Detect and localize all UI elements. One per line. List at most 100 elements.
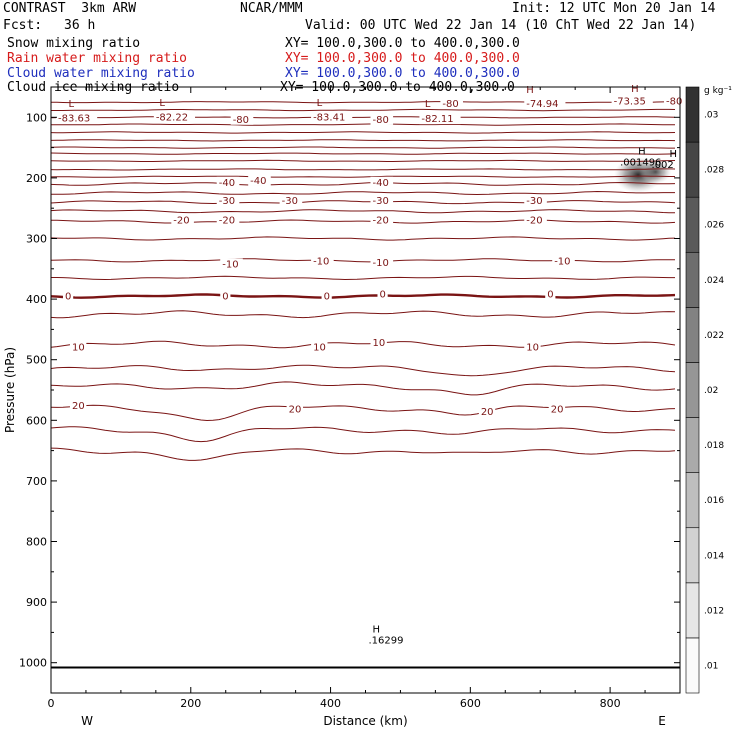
colorbar-label: .016 — [704, 496, 724, 506]
contour-label: -20 — [526, 215, 542, 226]
contour-label: -80 — [442, 99, 458, 110]
contour-label-bg — [311, 341, 328, 353]
forecast-label: Fcst: — [3, 18, 43, 33]
legend-cloud-water-xy: XY= 100.0,300.0 to 400.0,300.0 — [285, 66, 520, 81]
x-tick-label: 800 — [600, 697, 621, 710]
isotherm — [50, 139, 676, 142]
contour-label: -20 — [372, 215, 388, 226]
colorbar-label: .02 — [704, 386, 718, 396]
contour-label-bg — [370, 214, 394, 226]
isotherm — [50, 209, 676, 214]
colorbar-label: .03 — [704, 111, 718, 121]
colorbar-segment — [685, 307, 700, 363]
contour-label-bg — [524, 341, 541, 353]
contour-label-bg — [370, 256, 394, 268]
colorbar-label: .028 — [704, 166, 724, 176]
isotherm — [51, 108, 676, 112]
contour-label-bg — [216, 176, 240, 188]
contour-label-bg — [55, 112, 98, 124]
plot-area: -80 -74.94 -73.35 -80 -83.63 -82.22 -80 -83.41 -… — [3, 84, 687, 728]
high-value: .16299 — [368, 635, 403, 646]
low-marker: L — [317, 98, 323, 109]
colorbar-segment — [685, 141, 700, 198]
contour-label-bg — [311, 111, 353, 123]
contour-label: -20 — [219, 215, 235, 226]
east-label: E — [658, 714, 666, 728]
colorbar-segment — [685, 86, 700, 143]
west-label: W — [81, 714, 93, 728]
contour-label-bg — [478, 405, 496, 417]
contour-label: -73.35 — [614, 97, 646, 108]
legend-cloud-water: Cloud water mixing ratio — [7, 66, 195, 81]
isotherm — [50, 447, 676, 461]
isotherm — [50, 190, 675, 196]
contour-label: 20 — [72, 401, 85, 412]
contour-label-bg — [611, 95, 653, 107]
isotherm--80 — [51, 123, 676, 126]
colorbar-label: .012 — [704, 606, 724, 616]
isotherm — [50, 152, 676, 155]
contour-label-bg — [69, 341, 87, 353]
contour-label-bg — [279, 194, 303, 206]
cloud-ice-shading — [639, 159, 672, 184]
y-tick-label: 400 — [26, 293, 47, 306]
y-axis-title: Pressure (hPa) — [3, 347, 17, 433]
x-axis-title: Distance (km) — [323, 714, 407, 728]
valid-time: Valid: 00 UTC Wed 22 Jan 14 (10 ChT Wed … — [305, 18, 697, 33]
contour-label: 0 — [324, 292, 330, 303]
contour-label-bg — [664, 95, 687, 107]
colorbar-label: .024 — [704, 276, 724, 286]
isotherm — [50, 381, 676, 396]
plot-frame — [50, 86, 681, 694]
contour-label: 20 — [481, 407, 494, 418]
contour-label: -80 — [372, 115, 388, 126]
isotherm — [51, 275, 675, 281]
contour-label-bg — [440, 97, 463, 109]
colorbar-unit: g kg⁻¹ — [704, 86, 732, 96]
contour-label: 0 — [547, 289, 553, 300]
contour-label-bg — [545, 288, 556, 300]
high-marker: H — [670, 149, 678, 160]
isotherm — [50, 364, 676, 377]
y-tick-label: 200 — [26, 172, 47, 185]
contour-label: -10 — [554, 257, 570, 268]
x-tick-label: 400 — [320, 697, 341, 710]
contour-label-bg — [524, 194, 547, 206]
contour-label: 10 — [372, 338, 385, 349]
low-marker: L — [68, 99, 74, 110]
x-tick-label: 0 — [48, 697, 55, 710]
legend-snow: Snow mixing ratio — [7, 36, 141, 51]
y-tick-label: 1000 — [19, 657, 47, 670]
contour-label-bg — [419, 113, 461, 125]
colorbar-segment — [685, 196, 700, 253]
isotherm — [50, 168, 676, 171]
contour-label: -80 — [666, 97, 682, 108]
contour-label-bg — [216, 194, 240, 206]
y-tick-label: 900 — [26, 596, 47, 609]
contour-label-bg — [216, 214, 240, 226]
contour-label: 0 — [65, 292, 71, 303]
contour-label: -40 — [372, 178, 388, 189]
init-time: Init: 12 UTC Mon 20 Jan 14 — [512, 1, 716, 16]
colorbar-segment — [685, 637, 700, 694]
isotherm — [50, 159, 676, 162]
contour-label-bg — [524, 214, 547, 226]
contour-label: -10 — [222, 260, 238, 271]
colorbar-label: .018 — [704, 441, 724, 451]
isotherm--30 — [50, 200, 676, 205]
high-marker: H — [372, 624, 380, 635]
legend-rain: Rain water mixing ratio — [7, 51, 188, 66]
isotherm — [50, 175, 675, 178]
colorbar-label: .026 — [704, 221, 724, 231]
contour-label: -30 — [219, 196, 235, 207]
contour-label: 10 — [72, 343, 85, 354]
contour-label: -80 — [233, 115, 249, 126]
contour-label: -74.94 — [526, 99, 558, 110]
colorbar-segment — [685, 527, 700, 584]
isotherm--10 — [50, 258, 676, 263]
contour-label-bg — [370, 176, 394, 188]
contour-label: -30 — [282, 196, 298, 207]
colorbar-segment — [685, 417, 700, 473]
isotherm-0 — [50, 293, 676, 299]
colorbar-label: .022 — [704, 331, 724, 341]
